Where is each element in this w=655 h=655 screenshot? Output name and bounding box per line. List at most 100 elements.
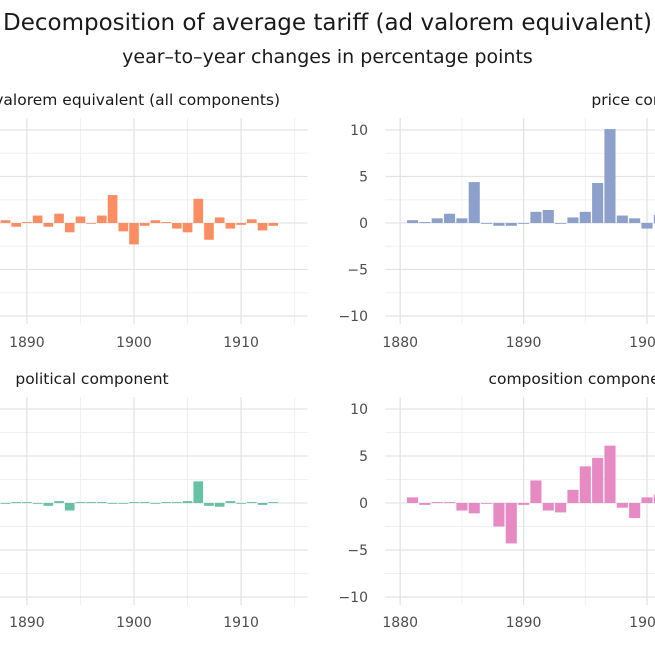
bar bbox=[0, 220, 11, 223]
bar bbox=[97, 215, 107, 223]
bar bbox=[481, 503, 493, 504]
bar bbox=[118, 503, 129, 504]
bar bbox=[268, 223, 279, 226]
chart-title: Decomposition of average tariff (ad valo… bbox=[3, 10, 652, 36]
x-tick-label: 1890 bbox=[9, 335, 45, 351]
bar bbox=[604, 445, 616, 503]
bar bbox=[604, 129, 616, 223]
bar bbox=[257, 503, 268, 505]
panel-title: composition component bbox=[488, 370, 655, 388]
x-tick-label: 1890 bbox=[9, 615, 45, 631]
bar bbox=[518, 223, 530, 224]
bar bbox=[481, 223, 493, 224]
y-tick-label: −10 bbox=[338, 309, 368, 325]
bar bbox=[22, 222, 32, 223]
bar bbox=[641, 497, 653, 503]
bar bbox=[530, 480, 542, 503]
bar bbox=[505, 503, 517, 544]
bar bbox=[406, 497, 419, 503]
bar bbox=[419, 222, 431, 223]
bar bbox=[579, 466, 591, 503]
x-tick-label: 1910 bbox=[223, 335, 259, 351]
bar bbox=[236, 223, 246, 225]
panel-title: ad valorem equivalent (all components) bbox=[0, 91, 280, 109]
bar bbox=[161, 502, 171, 503]
bar bbox=[161, 222, 171, 223]
y-tick-label: 10 bbox=[350, 123, 368, 139]
bar bbox=[129, 502, 139, 503]
panel-top-left: 1890 1900 1910 ad valorem equivalent (all c… bbox=[0, 91, 308, 351]
bar bbox=[456, 218, 468, 223]
y-tick-label: −5 bbox=[347, 263, 368, 279]
bar bbox=[616, 215, 628, 223]
y-tick-label: 0 bbox=[359, 216, 368, 232]
y-tick-label: −5 bbox=[347, 543, 368, 559]
bar bbox=[431, 502, 443, 503]
bar bbox=[567, 217, 579, 223]
bar bbox=[97, 502, 107, 503]
bar bbox=[0, 503, 11, 504]
bar bbox=[43, 223, 54, 227]
bar bbox=[139, 223, 150, 226]
y-tick-label: 5 bbox=[359, 449, 368, 465]
chart-subtitle: year–to–year changes in percentage point… bbox=[122, 46, 533, 68]
x-tick-label: 1890 bbox=[506, 335, 542, 351]
bar bbox=[129, 223, 139, 245]
bar bbox=[431, 218, 443, 223]
panel-top-right: 1880 1890 1900 10 5 0 −5 −10 price component bbox=[338, 91, 655, 351]
bar bbox=[468, 503, 480, 514]
bar bbox=[493, 223, 505, 226]
bar bbox=[193, 198, 204, 223]
bar bbox=[629, 503, 641, 519]
bar bbox=[468, 182, 480, 223]
bar bbox=[555, 503, 567, 513]
bar bbox=[214, 503, 225, 507]
bar bbox=[32, 215, 43, 223]
bar bbox=[86, 502, 96, 503]
bar bbox=[86, 223, 96, 224]
bar bbox=[118, 223, 129, 232]
bar bbox=[139, 502, 150, 503]
bar bbox=[246, 502, 257, 503]
y-tick-label: −10 bbox=[338, 590, 368, 606]
bar bbox=[579, 211, 591, 223]
bar bbox=[225, 501, 236, 503]
bar bbox=[75, 216, 86, 223]
bar bbox=[629, 218, 641, 223]
bar bbox=[518, 503, 530, 505]
panel-title: price component bbox=[591, 91, 655, 109]
bar bbox=[64, 223, 75, 233]
bar bbox=[107, 195, 118, 223]
bar bbox=[54, 213, 64, 223]
x-tick-label: 1900 bbox=[116, 615, 152, 631]
bar bbox=[246, 219, 257, 223]
bar bbox=[641, 223, 653, 229]
bar bbox=[567, 489, 579, 503]
bar bbox=[204, 223, 214, 240]
y-tick-label: 10 bbox=[350, 402, 368, 418]
bar bbox=[182, 223, 193, 233]
bar bbox=[653, 214, 655, 223]
x-tick-label: 1880 bbox=[382, 615, 418, 631]
panel-bottom-left: 1890 1900 1910 political component bbox=[0, 370, 308, 631]
bar bbox=[11, 223, 22, 227]
x-tick-label: 1890 bbox=[506, 615, 542, 631]
bar bbox=[268, 502, 279, 503]
bar bbox=[22, 502, 32, 503]
bar bbox=[182, 501, 193, 503]
bar bbox=[204, 503, 214, 506]
bar bbox=[172, 223, 182, 229]
bar bbox=[653, 494, 655, 503]
bar bbox=[592, 183, 604, 223]
panel-bottom-right: 1880 1890 1900 10 5 0 −5 −10 composition compone… bbox=[338, 370, 655, 631]
bar bbox=[214, 217, 225, 223]
x-tick-label: 1880 bbox=[382, 335, 418, 351]
x-tick-label: 1910 bbox=[223, 615, 259, 631]
bar bbox=[444, 502, 456, 503]
bar bbox=[530, 211, 542, 223]
bar bbox=[592, 457, 604, 503]
bar bbox=[444, 213, 456, 223]
bar bbox=[107, 503, 118, 504]
bar bbox=[542, 503, 554, 511]
bar bbox=[54, 501, 64, 503]
